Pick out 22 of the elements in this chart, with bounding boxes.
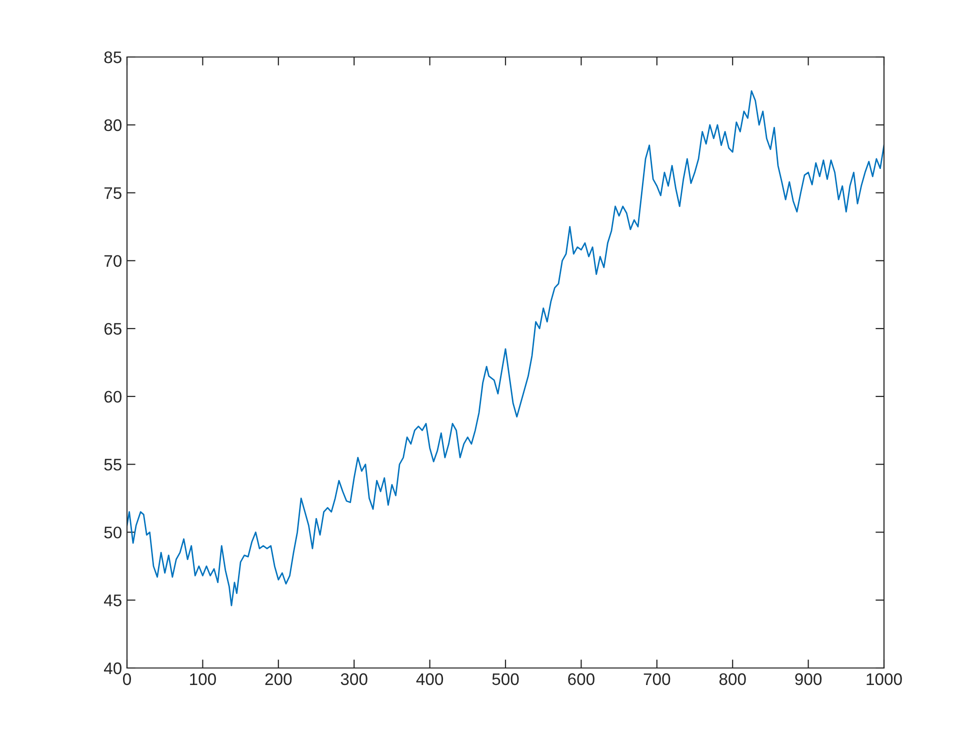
x-tick-label: 100 — [190, 673, 216, 686]
x-tick-label: 800 — [719, 673, 746, 686]
x-tick-label: 500 — [492, 673, 519, 686]
x-tick-label: 0 — [123, 673, 131, 686]
x-tick-label: 600 — [568, 673, 594, 686]
line-series — [127, 90, 884, 606]
x-tick-label: 1000 — [866, 673, 902, 686]
x-tick-label: 300 — [340, 673, 368, 686]
x-tick-label: 700 — [644, 673, 670, 686]
y-tick-label: 70 — [104, 255, 122, 267]
y-tick-label: 55 — [104, 458, 122, 471]
x-tick-label: 900 — [795, 673, 822, 686]
y-tick-label: 65 — [104, 322, 122, 335]
y-tick-label: 60 — [104, 390, 122, 403]
y-tick-label: 75 — [104, 187, 122, 199]
y-tick-label: 80 — [104, 119, 122, 132]
x-tick-label: 200 — [265, 673, 292, 686]
x-tick-label: 400 — [416, 673, 444, 686]
y-tick-label: 40 — [104, 662, 122, 674]
y-tick-label: 50 — [104, 526, 122, 538]
y-tick-label: 85 — [104, 51, 122, 64]
y-tick-label: 45 — [104, 594, 122, 606]
